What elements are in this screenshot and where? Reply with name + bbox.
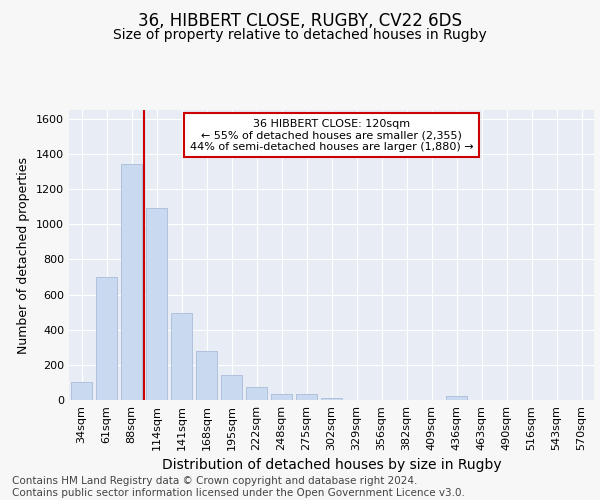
Text: 36, HIBBERT CLOSE, RUGBY, CV22 6DS: 36, HIBBERT CLOSE, RUGBY, CV22 6DS — [138, 12, 462, 30]
Bar — [71, 382, 92, 400]
Bar — [96, 277, 117, 400]
Text: 36 HIBBERT CLOSE: 120sqm
← 55% of detached houses are smaller (2,355)
44% of sem: 36 HIBBERT CLOSE: 120sqm ← 55% of detach… — [190, 118, 473, 152]
Text: Contains HM Land Registry data © Crown copyright and database right 2024.
Contai: Contains HM Land Registry data © Crown c… — [12, 476, 465, 498]
Bar — [446, 396, 467, 400]
Bar — [121, 164, 142, 400]
X-axis label: Distribution of detached houses by size in Rugby: Distribution of detached houses by size … — [161, 458, 502, 472]
Y-axis label: Number of detached properties: Number of detached properties — [17, 156, 31, 354]
Bar — [321, 398, 342, 400]
Bar — [271, 394, 292, 400]
Text: Size of property relative to detached houses in Rugby: Size of property relative to detached ho… — [113, 28, 487, 42]
Bar — [246, 387, 267, 400]
Bar — [196, 351, 217, 400]
Bar — [146, 208, 167, 400]
Bar — [296, 394, 317, 400]
Bar — [171, 313, 192, 400]
Bar — [221, 376, 242, 400]
